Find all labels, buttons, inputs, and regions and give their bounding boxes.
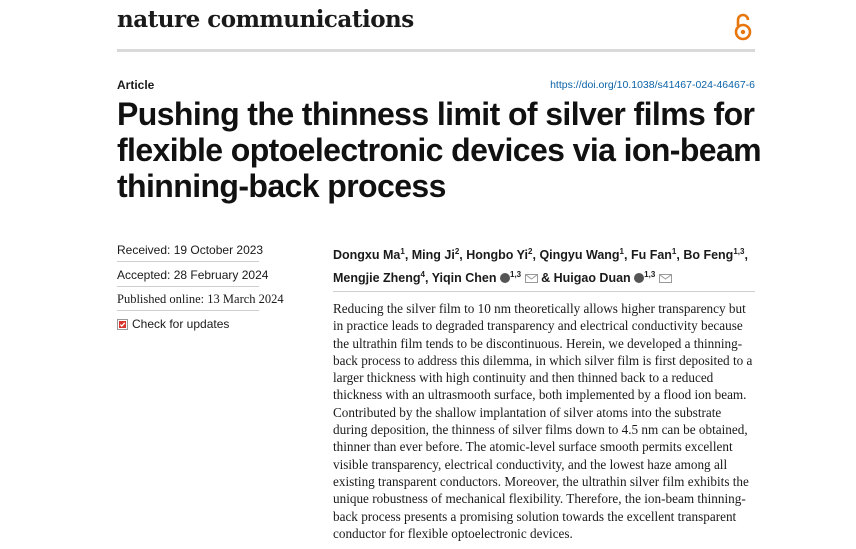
author-name[interactable]: Fu Fan1 <box>630 247 677 263</box>
author-name[interactable]: Huigao Duan 1,3 <box>554 270 672 285</box>
author-name[interactable]: Qingyu Wang1 <box>539 247 624 263</box>
author-name[interactable]: Hongbo Yi2 <box>466 247 533 263</box>
check-for-updates-label: Check for updates <box>132 317 230 331</box>
orcid-icon[interactable] <box>500 273 510 284</box>
received-date: Received: 19 October 2023 <box>117 243 264 257</box>
open-access-icon <box>734 13 752 41</box>
article-type-label: Article <box>117 78 155 92</box>
email-icon[interactable] <box>658 274 672 284</box>
orcid-icon[interactable] <box>634 273 645 284</box>
author-list: Dongxu Ma1, Ming Ji2, Hongbo Yi2, Qingyu… <box>333 247 748 286</box>
check-for-updates-button[interactable]: Check for updates <box>117 317 229 331</box>
author-name[interactable]: Bo Feng1,3 <box>683 247 745 263</box>
author-name[interactable]: Mengjie Zheng4 <box>333 270 425 286</box>
doi-link[interactable]: https://doi.org/10.1038/s41467-024-46467… <box>550 79 755 91</box>
author-name[interactable]: Yiqin Chen 1,3 <box>432 270 541 285</box>
meta-divider <box>117 310 259 311</box>
journal-name: nature communications <box>117 6 414 33</box>
email-icon[interactable] <box>524 274 538 284</box>
accepted-date: Accepted: 28 February 2024 <box>117 268 269 282</box>
article-title: Pushing the thinness limit of silver fil… <box>117 96 762 204</box>
check-for-updates-icon <box>117 318 128 330</box>
author-name[interactable]: Dongxu Ma1 <box>333 247 405 263</box>
meta-divider <box>117 286 259 287</box>
authors-divider <box>333 291 755 292</box>
abstract: Reducing the silver film to 10 nm theore… <box>333 301 753 541</box>
header-divider <box>117 49 755 52</box>
published-date: Published online: 13 March 2024 <box>117 292 284 306</box>
author-name[interactable]: Ming Ji2 <box>411 247 460 263</box>
meta-divider <box>117 261 259 262</box>
